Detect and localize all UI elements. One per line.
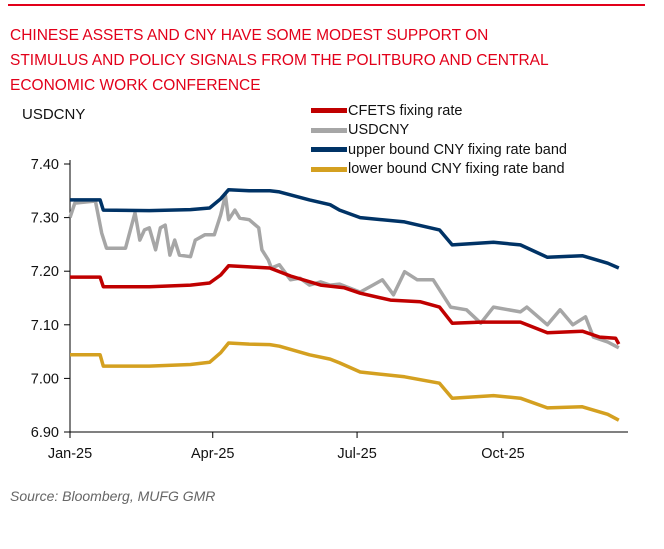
legend-label: lower bound CNY fixing rate band <box>348 161 565 178</box>
legend-swatch <box>311 127 347 133</box>
legend-label: USDCNY <box>348 122 410 139</box>
y-tick-label: 7.10 <box>31 318 59 334</box>
source-note: Source: Bloomberg, MUFG GMR <box>10 488 216 504</box>
legend-swatch <box>311 108 347 114</box>
legend-item-lower: lower bound CNY fixing rate band <box>311 160 567 180</box>
title-line: ECONOMIC WORK CONFERENCE <box>10 77 261 94</box>
series-line-lower-bound-cny-fixing-rate-band <box>70 341 620 422</box>
x-tick-label: Jul-25 <box>337 446 377 462</box>
title-line: CHINESE ASSETS AND CNY HAVE SOME MODEST … <box>10 27 489 44</box>
legend-item-usdcny: USDCNY <box>311 121 567 141</box>
y-tick-label: 7.20 <box>31 264 59 280</box>
legend-label: upper bound CNY fixing rate band <box>348 141 567 158</box>
series-line-cfets-fixing-rate <box>70 264 621 345</box>
x-tick-label: Jan-25 <box>48 446 92 462</box>
y-tick-label: 7.00 <box>31 371 59 387</box>
x-tick-label: Apr-25 <box>191 446 235 462</box>
legend-swatch <box>311 166 347 172</box>
legend-label: CFETS fixing rate <box>348 102 463 119</box>
y-tick-label: 6.90 <box>31 425 59 441</box>
legend-item-cfets: CFETS fixing rate <box>311 101 567 121</box>
legend-swatch <box>311 147 347 153</box>
series-line-upper-bound-cny-fixing-rate-band <box>70 187 620 270</box>
y-tick-label: 7.40 <box>31 157 59 173</box>
title-line: STIMULUS AND POLICY SIGNALS FROM THE POL… <box>10 52 549 69</box>
x-tick-label: Oct-25 <box>481 446 525 462</box>
header-rule <box>8 4 645 6</box>
series-line-usdcny <box>68 193 620 350</box>
legend: CFETS fixing rate USDCNY upper bound CNY… <box>311 101 567 179</box>
y-tick-label: 7.30 <box>31 211 59 227</box>
legend-item-upper: upper bound CNY fixing rate band <box>311 140 567 160</box>
y-axis-label: USDCNY <box>22 106 86 123</box>
chart-title: CHINESE ASSETS AND CNY HAVE SOME MODEST … <box>10 23 650 98</box>
